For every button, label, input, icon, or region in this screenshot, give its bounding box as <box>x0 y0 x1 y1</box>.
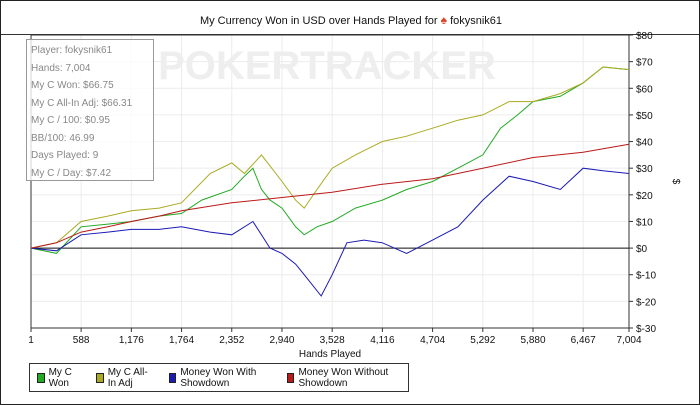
legend-swatch <box>37 372 45 383</box>
y-tick-label: $-10 <box>636 271 656 282</box>
y-tick-label: $-30 <box>636 324 656 335</box>
legend-label: My C All-In Adj <box>107 366 148 389</box>
stat-line: My C / 100: $0.95 <box>31 115 110 126</box>
stat-line: My C / Day: $7.42 <box>31 167 112 179</box>
watermark-logo: POKERTRACKER <box>158 44 496 88</box>
legend: My C Won My C All-In Adj Money Won With Sh… <box>29 363 409 392</box>
x-tick-label: 4,116 <box>370 335 395 346</box>
y-tick-label: $0 <box>636 244 648 255</box>
x-tick-label: 6,467 <box>571 335 596 346</box>
x-tick-label: 588 <box>73 335 90 346</box>
x-tick-label: 2,940 <box>269 335 294 346</box>
legend-swatch <box>286 372 295 383</box>
legend-swatch <box>168 372 177 383</box>
y-tick-label: $40 <box>636 138 653 149</box>
stat-line: BB/100: 46.99 <box>31 132 95 144</box>
y-tick-label: $60 <box>636 84 653 95</box>
x-axis-label: Hands Played <box>299 349 361 360</box>
y-tick-label: $20 <box>636 191 653 202</box>
title-player: fokysnik61 <box>450 15 503 27</box>
x-tick-label: 3,528 <box>320 335 345 346</box>
plot-frame <box>30 34 630 329</box>
y-tick-label: $80 <box>636 31 653 42</box>
legend-label: Money Won With Showdown <box>180 366 257 389</box>
stats-box: Player: fokysnik61 Hands: 7,004 My C Won: … <box>26 39 154 181</box>
x-tick-label: 5,880 <box>521 335 546 346</box>
y-tick-label: $30 <box>636 164 653 175</box>
y-tick-label: $50 <box>636 111 653 122</box>
chart-title: My Currency Won in USD over Hands Played… <box>1 13 699 27</box>
x-tick-label: 1 <box>28 335 34 346</box>
legend-item[interactable]: My C Won <box>37 367 81 389</box>
legend-swatch <box>96 372 104 383</box>
series-line-money-won-without-showdown <box>30 143 630 249</box>
y-tick-label: $10 <box>636 217 653 228</box>
legend-label: My C Won <box>48 366 72 389</box>
stat-line: My C All-In Adj: $66.31 <box>31 97 133 109</box>
y-tick-label: $70 <box>636 58 653 69</box>
stat-line: Player: fokysnik61 <box>31 45 113 56</box>
series-line-money-won-with-showdown <box>30 167 630 297</box>
legend-item[interactable]: Money Won Without Showdown <box>286 366 400 389</box>
legend-label: Money Won Without Showdown <box>298 366 389 389</box>
x-tick-label: 2,352 <box>219 335 244 346</box>
series-line-my-c-all-in-adj <box>30 66 630 249</box>
title-text: My Currency Won in USD over Hands Played… <box>199 15 438 27</box>
stat-line: Hands: 7,004 <box>31 62 91 74</box>
stat-line: Days Played: 9 <box>31 150 99 161</box>
x-tick-label: 1,764 <box>169 335 194 346</box>
x-tick-label: 5,292 <box>470 335 495 346</box>
y-axis-label: $ <box>670 179 681 185</box>
legend-item[interactable]: Money Won With Showdown <box>168 366 272 389</box>
y-tick-label: $-20 <box>636 297 656 308</box>
legend-item[interactable]: My C All-In Adj <box>96 367 154 389</box>
x-tick-label: 7,004 <box>616 335 641 346</box>
x-tick-label: 4,704 <box>420 335 445 346</box>
x-tick-label: 1,176 <box>119 335 144 346</box>
stat-line: My C Won: $66.75 <box>31 80 114 91</box>
spade-icon: ♠ <box>440 13 447 27</box>
